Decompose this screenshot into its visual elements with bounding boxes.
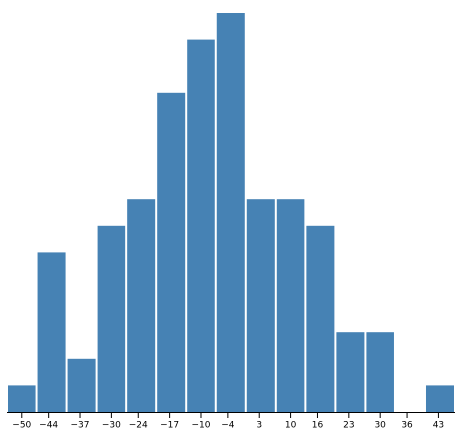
x-tick-label: −50: [12, 421, 31, 431]
bar: [306, 225, 335, 412]
x-tick-label: −17: [160, 421, 179, 431]
bar: [97, 225, 126, 412]
bar: [276, 199, 305, 412]
x-tick-label: −4: [221, 421, 235, 431]
bar: [37, 252, 66, 412]
x-tick-label: −10: [191, 421, 210, 431]
x-tick-label: −37: [71, 421, 90, 431]
x-tick-label: −44: [39, 421, 58, 431]
bar: [366, 332, 394, 412]
bar: [216, 13, 245, 412]
x-tick-label: −24: [129, 421, 148, 431]
x-tick-label: −30: [102, 421, 121, 431]
x-tick-label: 23: [343, 421, 354, 431]
bar: [336, 332, 365, 412]
bar: [67, 358, 96, 412]
x-tick-label: 30: [374, 421, 386, 431]
x-tick-label: 3: [256, 421, 262, 431]
x-tick-label: 10: [285, 421, 297, 431]
bar: [157, 92, 186, 413]
bar: [187, 39, 215, 412]
x-tick-label: 16: [312, 421, 324, 431]
bar: [246, 199, 275, 412]
x-tick-label: 43: [433, 421, 444, 431]
x-tick-label: 36: [401, 421, 413, 431]
bar: [127, 199, 156, 412]
bar: [8, 385, 36, 412]
bar: [425, 385, 454, 412]
